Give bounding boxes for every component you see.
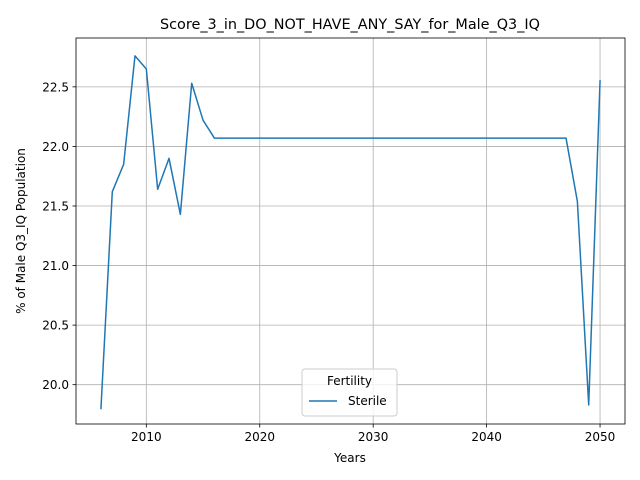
series-layer <box>100 55 601 410</box>
y-axis-label: % of Male Q3_IQ Population <box>14 148 28 314</box>
y-tick-label: 21.5 <box>42 199 69 213</box>
x-tick-label: 2040 <box>471 430 502 444</box>
y-axis: 20.0 20.5 21.0 21.5 22.0 22.5 <box>42 80 76 392</box>
y-tick-label: 20.5 <box>42 319 69 333</box>
legend-title: Fertility <box>327 374 372 388</box>
chart-title: Score_3_in_DO_NOT_HAVE_ANY_SAY_for_Male_… <box>160 17 540 33</box>
y-tick-label: 20.0 <box>42 378 69 392</box>
y-tick-label: 21.0 <box>42 259 69 273</box>
legend-label-sterile: Sterile <box>348 394 387 408</box>
legend: Fertility Sterile <box>301 368 398 417</box>
y-tick-label: 22.0 <box>42 140 69 154</box>
series-line-sterile <box>100 55 601 410</box>
x-axis: 2010 2020 2030 2040 2050 <box>131 424 615 444</box>
x-tick-label: 2030 <box>358 430 389 444</box>
x-tick-label: 2050 <box>585 430 616 444</box>
grid-lines <box>76 38 625 424</box>
x-tick-label: 2020 <box>244 430 275 444</box>
y-tick-label: 22.5 <box>42 80 69 94</box>
legend-box <box>301 368 398 417</box>
x-axis-label: Years <box>333 451 366 465</box>
plot-frame <box>75 37 626 425</box>
x-tick-label: 2010 <box>131 430 162 444</box>
